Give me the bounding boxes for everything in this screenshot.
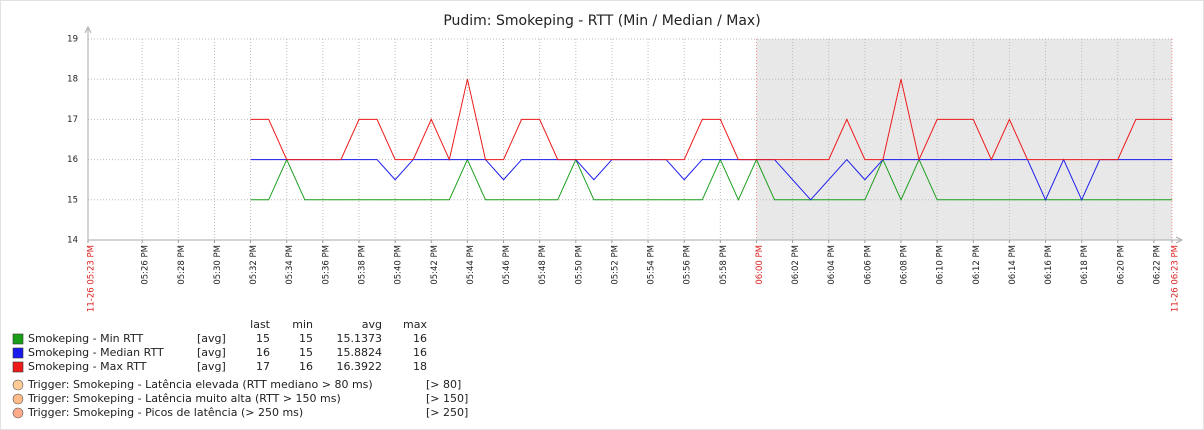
- legend-value: 16: [413, 332, 427, 345]
- x-tick-label: 05:58 PM: [719, 245, 729, 285]
- x-tick-label: 05:26 PM: [141, 245, 151, 285]
- trigger-threshold: [> 80]: [426, 378, 461, 391]
- series-line: [250, 158, 1172, 202]
- x-tick-label: 11-26 05:23 PM: [87, 245, 97, 312]
- legend-value: 17: [256, 360, 270, 373]
- legend-column-header: last: [250, 318, 271, 331]
- x-tick-label: 06:12 PM: [972, 245, 982, 285]
- x-tick-label: 06:18 PM: [1080, 245, 1090, 285]
- x-tick-label: 05:46 PM: [502, 245, 512, 285]
- x-tick-label: 06:02 PM: [791, 245, 801, 285]
- legend-label: Smokeping - Median RTT: [28, 346, 164, 359]
- x-tick-label: 06:22 PM: [1152, 245, 1162, 285]
- axis-arrow: [1175, 236, 1184, 244]
- trigger-threshold: [> 150]: [426, 392, 468, 405]
- x-tick-label: 06:00 PM: [755, 245, 765, 285]
- legend-value: 15.1373: [337, 332, 383, 345]
- trigger-label: Trigger: Smokeping - Latência elevada (R…: [27, 378, 373, 391]
- y-tick-label: 19: [67, 35, 78, 45]
- legend-swatch: [12, 333, 24, 345]
- legend-value: 15.8824: [337, 346, 383, 359]
- x-tick-label: 11-26 06:23 PM: [1171, 245, 1181, 312]
- x-tick-label: 05:48 PM: [538, 245, 548, 285]
- legend-value: 16: [299, 360, 313, 373]
- shaded-period: [756, 39, 1172, 240]
- trigger-label: Trigger: Smokeping - Picos de latência (…: [27, 406, 303, 419]
- legend-value: 15: [299, 346, 313, 359]
- legend-value: 15: [256, 332, 270, 345]
- x-tick-label: 05:40 PM: [394, 245, 404, 285]
- x-tick-label: 05:32 PM: [249, 245, 259, 285]
- x-tick-label: 05:38 PM: [358, 245, 368, 285]
- trigger-icon: [12, 393, 24, 405]
- x-tick-label: 05:54 PM: [647, 245, 657, 285]
- x-tick-label: 05:34 PM: [285, 245, 295, 285]
- series-line: [250, 158, 1172, 202]
- chart-title: Pudim: Smokeping - RTT (Min / Median / M…: [443, 13, 760, 29]
- legend-column-header: avg: [362, 318, 382, 331]
- x-tick-label: 06:04 PM: [827, 245, 837, 285]
- x-tick-label: 05:28 PM: [177, 245, 187, 285]
- x-tick-label: 06:20 PM: [1116, 245, 1126, 285]
- legend-label: Smokeping - Max RTT: [28, 360, 147, 373]
- legend-value: 16: [256, 346, 270, 359]
- trigger-icon: [12, 407, 24, 419]
- x-tick-label: 06:06 PM: [863, 245, 873, 285]
- legend-function: [avg]: [197, 332, 226, 345]
- trigger-label: Trigger: Smokeping - Latência muito alta…: [27, 392, 341, 405]
- trigger-threshold: [> 250]: [426, 406, 468, 419]
- axis-arrow: [84, 25, 92, 34]
- x-tick-label: 05:36 PM: [321, 245, 331, 285]
- legend-swatch: [12, 361, 24, 373]
- legend-function: [avg]: [197, 346, 226, 359]
- x-tick-label: 06:14 PM: [1008, 245, 1018, 285]
- trigger-icon: [12, 379, 24, 391]
- x-tick-label: 06:16 PM: [1044, 245, 1054, 285]
- x-tick-label: 05:44 PM: [466, 245, 476, 285]
- y-tick-label: 15: [67, 195, 78, 205]
- x-tick-label: 06:08 PM: [900, 245, 910, 285]
- y-tick-label: 18: [67, 75, 78, 85]
- x-tick-label: 05:56 PM: [683, 245, 693, 285]
- legend-function: [avg]: [197, 360, 226, 373]
- y-tick-label: 17: [67, 115, 78, 125]
- y-tick-label: 16: [67, 155, 78, 165]
- legend-value: 16.3922: [337, 360, 383, 373]
- x-tick-label: 05:52 PM: [610, 245, 620, 285]
- legend-column-header: min: [292, 318, 313, 331]
- legend-value: 16: [413, 346, 427, 359]
- y-tick-label: 14: [67, 236, 78, 246]
- x-tick-label: 05:30 PM: [213, 245, 223, 285]
- x-tick-label: 05:50 PM: [574, 245, 584, 285]
- legend-label: Smokeping - Min RTT: [28, 332, 144, 345]
- series-line: [250, 79, 1172, 162]
- legend-value: 15: [299, 332, 313, 345]
- legend-value: 18: [413, 360, 427, 373]
- legend-swatch: [12, 347, 24, 359]
- x-tick-label: 06:10 PM: [936, 245, 946, 285]
- legend-column-header: max: [403, 318, 427, 331]
- x-tick-label: 05:42 PM: [430, 245, 440, 285]
